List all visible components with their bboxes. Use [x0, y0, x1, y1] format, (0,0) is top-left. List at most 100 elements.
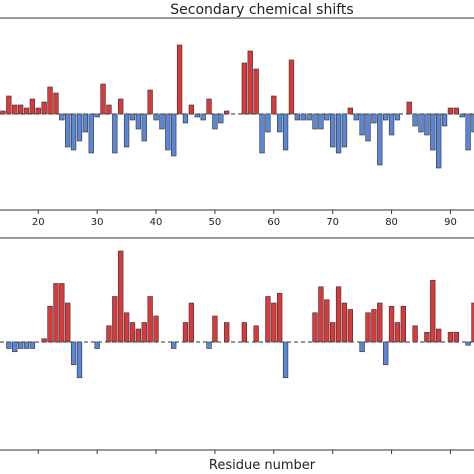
bottom-bar-residue-60: [271, 302, 277, 343]
bottom-panel: [0, 237, 474, 454]
bottom-bar-residue-36: [129, 322, 136, 343]
bottom-bar-residue-80: [388, 305, 395, 343]
top-bar-residue-69: [324, 113, 330, 121]
top-bar-residue-31: [100, 83, 106, 115]
bottom-bar-residue-25: [65, 302, 71, 343]
top-bar-residue-80: [388, 113, 395, 136]
bottom-bar-residue-50: [212, 315, 218, 343]
bottom-bar-residue-16: [12, 341, 18, 353]
bottom-bar-residue-22: [47, 305, 53, 343]
top-bar-residue-66: [306, 113, 312, 121]
bottom-bar-residue-77: [371, 309, 377, 343]
top-panel: 20 30 40 50 60 70 80 90: [0, 17, 474, 228]
top-bar-residue-74: [353, 113, 359, 121]
bottom-bar-residue-87: [430, 279, 436, 343]
top-bar-residue-38: [141, 113, 147, 142]
top-bar-residue-37: [135, 113, 142, 130]
top-bar-residue-67: [312, 113, 318, 130]
top-x-tick-label-90: 90: [444, 217, 457, 228]
top-bar-residue-26: [70, 113, 77, 151]
top-bar-residue-52: [224, 110, 230, 115]
top-bar-residue-17: [17, 104, 24, 115]
chart-title: Secondary chemical shifts: [170, 2, 353, 18]
top-x-tick-label-50: 50: [209, 217, 222, 228]
top-bar-residue-87: [430, 113, 436, 151]
bottom-bar-residue-93: [465, 341, 471, 346]
top-x-tick-label-60: 60: [267, 217, 280, 228]
top-bar-residue-27: [76, 113, 83, 142]
bottom-bar-residue-78: [377, 302, 383, 343]
bottom-bar-residue-35: [123, 312, 130, 343]
top-bar-residue-88: [436, 113, 442, 169]
top-bar-residue-30: [94, 113, 100, 118]
top-bar-residue-90: [447, 107, 454, 115]
top-bar-residue-63: [288, 59, 295, 115]
bottom-bar-residue-45: [182, 322, 189, 343]
bottom-panel-x-ticks: [37, 450, 451, 454]
top-panel-frame: [0, 17, 474, 211]
bottom-bar-residue-39: [147, 296, 153, 343]
bottom-bar-residue-68: [318, 286, 324, 343]
top-x-tick-label-70: 70: [326, 217, 339, 228]
bottom-bar-residue-84: [412, 325, 418, 343]
bottom-bar-residue-37: [135, 328, 142, 343]
top-bar-residue-76: [365, 113, 371, 142]
top-bar-residue-33: [112, 113, 118, 154]
top-x-tick-label-80: 80: [385, 217, 398, 228]
bottom-bar-residue-82: [400, 305, 406, 343]
bottom-bar-residue-75: [359, 341, 365, 353]
top-bar-residue-29: [88, 113, 94, 154]
bottom-bar-residue-76: [365, 312, 371, 343]
bottom-bar-residue-15: [6, 341, 12, 349]
top-bar-residue-45: [182, 113, 189, 124]
top-bar-residue-68: [318, 113, 324, 130]
top-bar-residue-51: [218, 113, 224, 124]
top-bar-residue-85: [418, 113, 424, 133]
top-bar-residue-41: [159, 113, 165, 130]
top-bar-residue-35: [123, 113, 130, 148]
bottom-bar-residue-26: [70, 341, 77, 366]
bottom-bar-residue-21: [41, 338, 47, 343]
bottom-bar-residue-72: [341, 302, 348, 343]
top-bar-residue-28: [82, 113, 89, 133]
top-bar-residue-36: [129, 113, 136, 121]
top-bar-residue-40: [153, 113, 159, 121]
top-bar-residue-32: [106, 104, 112, 115]
top-bar-residue-42: [165, 113, 171, 151]
top-bar-residue-39: [147, 89, 153, 115]
top-x-tick-label-30: 30: [91, 217, 104, 228]
top-bar-residue-91: [453, 107, 459, 115]
top-bar-residue-15: [6, 95, 12, 115]
bottom-bar-residue-69: [324, 299, 330, 343]
bottom-panel-frame: [0, 237, 474, 451]
top-bar-residue-14: [0, 110, 6, 115]
top-bar-residue-93: [465, 113, 471, 151]
bottom-bar-residue-71: [335, 286, 342, 343]
bottom-bar-residue-52: [224, 322, 230, 343]
top-bar-residue-21: [41, 101, 47, 115]
top-bar-residue-57: [253, 68, 259, 115]
top-bar-residue-70: [330, 113, 336, 148]
top-bar-residue-24: [59, 113, 65, 121]
bottom-bar-residue-30: [94, 341, 100, 349]
top-bar-residue-50: [212, 113, 218, 130]
bottom-bar-residue-33: [112, 296, 118, 343]
bottom-bar-residue-27: [76, 341, 83, 379]
top-bar-residue-49: [206, 98, 212, 115]
bottom-bar-residue-32: [106, 325, 112, 343]
bottom-bar-residue-88: [436, 328, 442, 343]
bottom-bar-residue-81: [394, 322, 401, 343]
x-axis-label: Residue number: [209, 458, 316, 473]
bottom-bar-residue-43: [171, 341, 177, 349]
top-bar-residue-46: [188, 104, 195, 115]
top-bar-residue-84: [412, 113, 418, 127]
bottom-bar-residue-46: [188, 302, 195, 343]
top-bar-residue-34: [118, 98, 124, 115]
top-panel-bars: [0, 44, 474, 169]
top-bar-residue-61: [277, 113, 283, 133]
top-bar-residue-23: [53, 92, 59, 115]
top-bar-residue-19: [29, 98, 36, 115]
top-bar-residue-83: [406, 101, 412, 115]
top-bar-residue-78: [377, 113, 383, 166]
top-bar-residue-48: [200, 113, 206, 121]
